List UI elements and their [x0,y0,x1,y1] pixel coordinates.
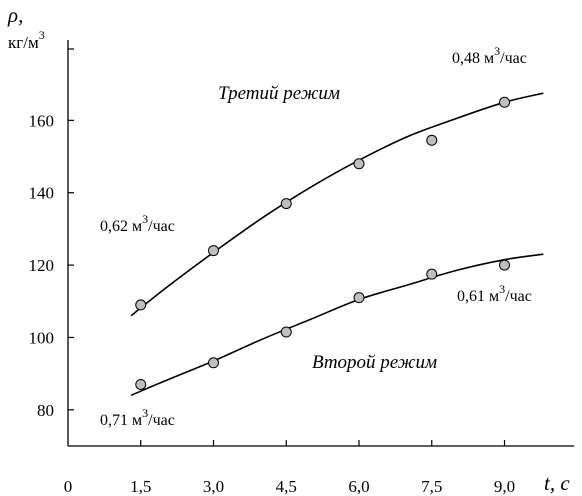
data-point [353,292,365,304]
y-axis-ticks: 80 100 120 140 160 [29,48,74,420]
y-tick-label: 120 [29,256,55,275]
third-mode-start-rate-unit: /час [148,218,175,235]
data-point [208,357,219,369]
y-axis-unit: кг/м3 [8,28,45,52]
series-fit-line [130,92,544,317]
second-mode-end-rate-label: 0,61 м3/час [457,282,532,305]
data-point [499,259,510,271]
y-axis-unit-text: кг/м [8,33,39,52]
series-fit-line [130,253,544,397]
series-third-mode [130,92,544,317]
data-point [135,299,147,311]
second-mode-start-rate-value: 0,71 м [100,412,142,429]
third-mode-start-rate-value: 0,62 м [100,218,142,235]
series-label-second-mode: Второй режим [312,352,437,373]
y-tick-label: 160 [29,111,55,130]
x-tick-label: 0 [64,477,73,496]
second-mode-start-rate-label: 0,71 м3/час [100,406,175,429]
x-tick-label: 3,0 [203,477,224,496]
data-point [135,378,147,390]
third-mode-start-rate-exp: 3 [142,212,148,226]
data-point [208,245,219,257]
x-tick-label: 6,0 [348,477,369,496]
y-axis-title: ρ, [7,3,23,27]
third-mode-end-rate-unit: /час [500,50,527,67]
second-mode-end-rate-exp: 3 [499,282,505,296]
y-axis-unit-exponent: 3 [39,28,45,42]
third-mode-end-rate-value: 0,48 м [452,50,494,67]
second-mode-end-rate-unit: /час [505,288,532,305]
third-mode-end-rate-exp: 3 [494,44,500,58]
third-mode-end-rate-label: 0,48 м3/час [452,44,527,67]
y-tick-label: 140 [29,184,55,203]
data-point [280,198,292,210]
x-tick-label: 4,5 [276,477,297,496]
x-tick-label: 9,0 [494,477,515,496]
data-point [499,96,510,108]
y-tick-label: 100 [29,328,55,347]
y-tick-label: 80 [37,401,54,420]
series-layer [130,92,544,397]
data-point [280,326,292,338]
x-tick-label: 1,5 [130,477,151,496]
second-mode-end-rate-value: 0,61 м [457,288,499,305]
data-point [353,158,365,170]
data-point [426,134,438,146]
x-axis-ticks: 0 1,5 3,0 4,5 6,0 7,5 9,0 [64,440,515,496]
third-mode-start-rate-label: 0,62 м3/час [100,212,175,235]
data-point [426,268,438,280]
x-tick-label: 7,5 [421,477,442,496]
x-axis-title: t, с [544,471,570,495]
second-mode-start-rate-unit: /час [148,412,175,429]
series-label-third-mode: Третий режим [218,83,340,104]
second-mode-start-rate-exp: 3 [142,406,148,420]
series-second-mode [130,253,544,397]
